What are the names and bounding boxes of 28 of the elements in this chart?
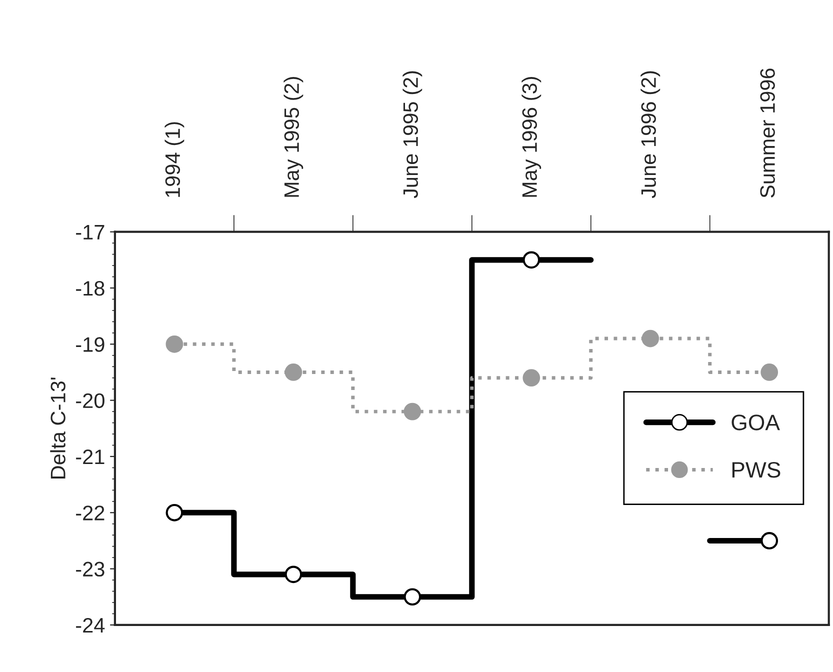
y-tick-label: -24 [76,618,105,633]
point [760,364,778,381]
y-tick-label: -23 [76,562,104,577]
x-tick-label: Summer 1996 [760,68,775,198]
y-tick-label: -18 [76,281,104,296]
legend-label: GOA [732,414,780,430]
point [166,504,184,522]
point [642,330,660,348]
point [404,402,422,420]
x-tick-label: 1994 (1) [164,122,184,197]
point [522,251,540,269]
point [760,532,778,550]
legend-label: PWS [732,462,780,478]
point [522,369,540,387]
y-tick-label: -21 [76,449,104,464]
y-tick-label: -17 [76,225,104,240]
point [166,335,184,353]
x-tick-label: June 1996 (2) [640,71,660,198]
point [284,566,302,584]
y-tick-label: -22 [76,506,104,520]
x-tick-label: June 1995 (2) [402,71,422,198]
x-tick-label: May 1995 (2) [284,77,304,197]
point [404,588,422,606]
x-tick-label: May 1996 (3) [522,77,542,197]
y-tick-label: -19 [76,337,104,352]
y-axis-title: Delta C-13' [50,378,66,478]
point [284,364,302,381]
y-tick-label: -20 [76,393,104,408]
